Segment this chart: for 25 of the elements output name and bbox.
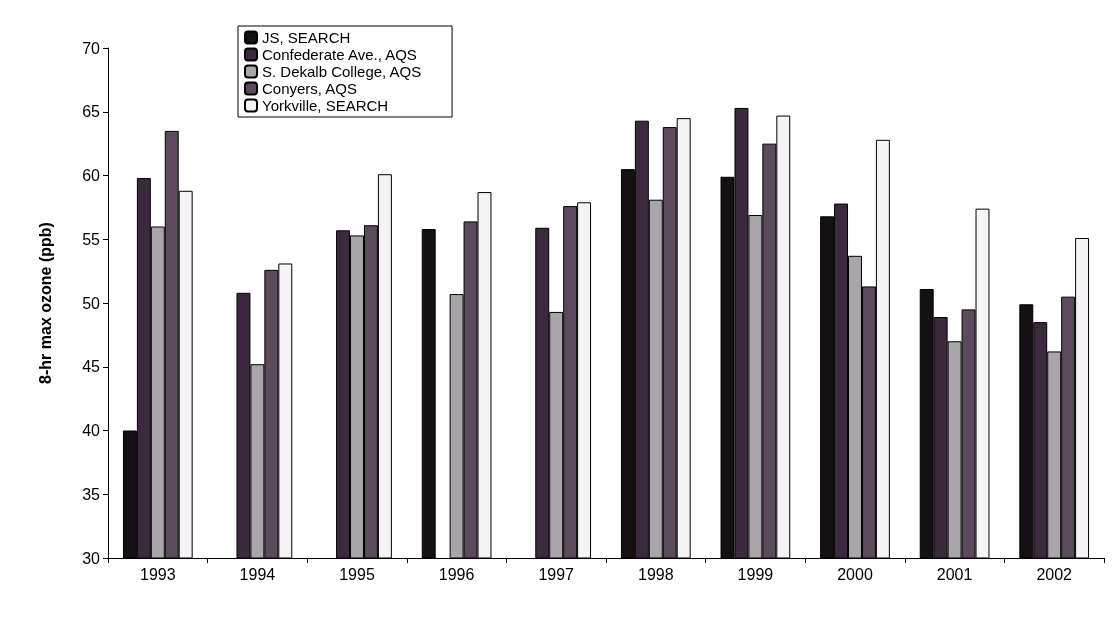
- y-axis-title: 8-hr max ozone (ppb): [36, 222, 54, 384]
- y-tick-label: 55: [82, 230, 101, 248]
- legend-label: Yorkville, SEARCH: [262, 97, 389, 114]
- legend-label: Confederate Ave., AQS: [262, 46, 417, 63]
- x-tick-label: 1998: [638, 565, 674, 583]
- x-tick-label: 1996: [438, 565, 475, 583]
- x-tick-label: 1994: [239, 565, 276, 583]
- legend-label: Conyers, AQS: [262, 80, 358, 97]
- legend-label: JS, SEARCH: [262, 29, 351, 46]
- y-tick-label: 60: [82, 167, 101, 184]
- y-tick-label: 45: [82, 358, 101, 376]
- x-tick-label: 1995: [339, 565, 375, 583]
- y-tick-label: 35: [82, 485, 101, 503]
- x-tick-label: 1997: [538, 565, 575, 583]
- y-tick-label: 30: [82, 549, 101, 567]
- legend-label: S. Dekalb College, AQS: [262, 63, 422, 80]
- y-tick-label: 70: [82, 39, 101, 57]
- x-tick-label: 2000: [837, 565, 873, 583]
- y-tick-label: 65: [82, 103, 101, 121]
- y-tick-label: 50: [82, 294, 101, 312]
- x-tick-label: 1993: [140, 565, 176, 583]
- x-tick-label: 2001: [936, 565, 973, 583]
- x-tick-label: 2002: [1036, 565, 1073, 583]
- x-tick-label: 1999: [737, 565, 774, 583]
- y-tick-label: 40: [82, 422, 101, 439]
